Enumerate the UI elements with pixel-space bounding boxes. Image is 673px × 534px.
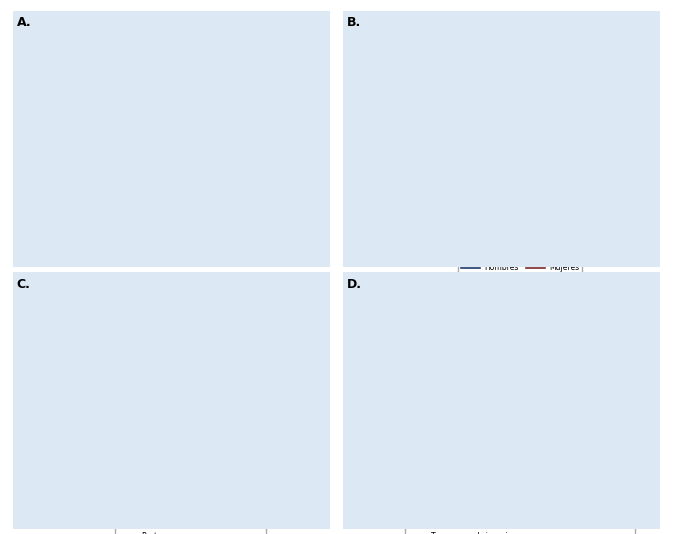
Legend: Hombres, Mujeres: Hombres, Mujeres [458, 260, 582, 275]
X-axis label: Tiempo (meses): Tiempo (meses) [487, 234, 554, 244]
Y-axis label: Sobrevida global: Sobrevida global [22, 98, 31, 169]
Text: D.: D. [347, 278, 361, 290]
X-axis label: Tiempo (meses): Tiempo (meses) [152, 255, 219, 264]
X-axis label: Tiempo (meses): Tiempo (meses) [157, 486, 224, 495]
Text: B.: B. [347, 16, 361, 29]
Legend: Tumores gliales, Tumores embrionarios, Tumores ependimarios: Tumores gliales, Tumores embrionarios, T… [405, 516, 635, 534]
Y-axis label: Sobrevida global: Sobrevida global [361, 88, 370, 159]
Legend: Bucaramanga, Pasto, Manizales: Bucaramanga, Pasto, Manizales [115, 516, 267, 534]
X-axis label: Tiempo (meses): Tiempo (meses) [487, 486, 554, 495]
Y-axis label: Sobrevida global: Sobrevida global [361, 344, 370, 415]
Y-axis label: Sobrevida global: Sobrevida global [31, 344, 40, 415]
Text: A.: A. [17, 16, 32, 29]
Text: C.: C. [17, 278, 31, 290]
